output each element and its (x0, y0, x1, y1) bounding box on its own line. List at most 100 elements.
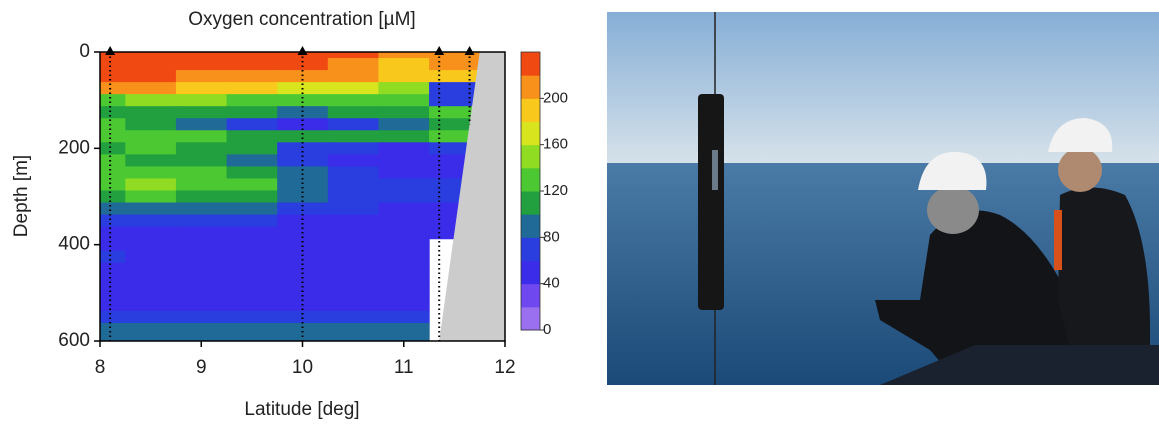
contour-cell (327, 250, 380, 264)
contour-cell (277, 202, 329, 216)
contour-cell (327, 322, 380, 336)
contour-cell (378, 262, 430, 276)
contour-cell (175, 130, 228, 143)
contour-cell (378, 322, 430, 336)
contour-cell (378, 154, 430, 167)
contour-cell (277, 286, 329, 300)
contour-cell (226, 154, 278, 167)
contour-cell (378, 82, 430, 95)
contour-cell (226, 178, 278, 192)
contour-cell (226, 274, 278, 288)
contour-cell (277, 166, 329, 180)
contour-cell (100, 130, 126, 143)
contour-cell (226, 142, 278, 155)
colorbar-segment (521, 98, 540, 122)
contour-cell (378, 238, 430, 252)
contour-cell (429, 82, 481, 95)
colorbar-tick-label: 200 (543, 89, 568, 106)
x-axis-label: Latitude [deg] (244, 399, 359, 420)
contour-cell (175, 118, 228, 131)
colorbar-tick-label: 120 (543, 182, 568, 199)
contour-cell (378, 250, 430, 264)
contour-cell (277, 250, 329, 264)
contour-cell (226, 82, 278, 95)
colorbar-segment (521, 260, 540, 285)
contour-cell (125, 142, 177, 155)
contour-cell (378, 298, 430, 312)
colorbar-tick-label: 160 (543, 136, 568, 153)
contour-cell (226, 94, 278, 107)
photo-helmet-1 (918, 151, 987, 190)
contour-cell (378, 190, 430, 204)
contour-cell (100, 238, 126, 252)
contour-cell (327, 262, 380, 276)
contour-cell (175, 142, 228, 155)
colorbar-tick-label: 0 (543, 321, 551, 338)
contour-cell (378, 118, 430, 131)
contour-cell (327, 178, 380, 192)
contour-cell (327, 130, 380, 143)
x-tick-label: 12 (494, 357, 515, 378)
contour-cell (125, 262, 177, 276)
contour-cell (378, 106, 430, 119)
contour-cell (226, 298, 278, 312)
contour-cell (226, 250, 278, 264)
contour-cell (327, 154, 380, 167)
photo-person-1 (875, 210, 1130, 385)
contour-cell (175, 106, 228, 119)
contour-cell (378, 142, 430, 155)
contour-cell (175, 238, 228, 252)
contour-cell (175, 52, 228, 59)
contour-field (100, 52, 505, 341)
contour-cell (125, 70, 177, 83)
contour-cell (175, 214, 228, 228)
contour-cell (378, 286, 430, 300)
contour-cell (175, 58, 228, 71)
colorbar-segment (521, 75, 540, 99)
contour-cell (125, 238, 177, 252)
contour-cell (327, 310, 380, 324)
x-tick-label: 9 (196, 357, 207, 378)
seafloor (439, 52, 505, 341)
contour-cell (378, 178, 430, 192)
contour-cell (100, 322, 126, 336)
contour-cell (125, 202, 177, 216)
contour-cell (100, 166, 126, 180)
contour-cell (175, 334, 228, 341)
contour-cell (378, 274, 430, 288)
contour-cell (277, 238, 329, 252)
contour-cell (277, 94, 329, 107)
contour-cell (175, 286, 228, 300)
colorbar-segment (521, 167, 540, 192)
contour-cell (100, 178, 126, 192)
contour-cell (175, 94, 228, 107)
y-tick-label: 600 (58, 330, 90, 351)
contour-cell (327, 142, 380, 155)
photo-face-1 (927, 186, 979, 234)
contour-cell (175, 70, 228, 83)
contour-cell (125, 190, 177, 204)
colorbar-segment (521, 121, 540, 146)
contour-cell (175, 178, 228, 192)
contour-cell (125, 130, 177, 143)
contour-cell (378, 130, 430, 143)
contour-cell (100, 226, 126, 240)
station-marker (105, 46, 116, 55)
contour-cell (175, 310, 228, 324)
contour-cell (100, 52, 126, 59)
contour-cell (100, 286, 126, 300)
contour-cell (327, 58, 380, 71)
y-tick-label: 400 (58, 234, 90, 255)
contour-cell (175, 298, 228, 312)
contour-cell (100, 298, 126, 312)
contour-cell (378, 214, 430, 228)
contour-cell (277, 322, 329, 336)
contour-cell (100, 82, 126, 95)
contour-cell (175, 226, 228, 240)
contour-cell (429, 118, 481, 131)
contour-cell (378, 94, 430, 107)
contour-cell (100, 202, 126, 216)
contour-cell (100, 214, 126, 228)
contour-cell (125, 310, 177, 324)
